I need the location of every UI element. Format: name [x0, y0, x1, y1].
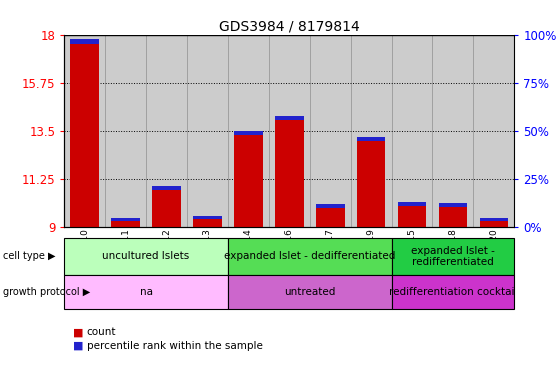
Bar: [228, 275, 391, 309]
Text: growth protocol ▶: growth protocol ▶: [3, 287, 90, 297]
Bar: [234, 131, 263, 227]
Bar: [391, 35, 433, 227]
Bar: [275, 116, 304, 120]
Bar: [397, 202, 427, 227]
Text: untreated: untreated: [284, 287, 335, 297]
Bar: [316, 204, 344, 227]
Bar: [480, 218, 508, 221]
Bar: [480, 218, 508, 227]
Bar: [397, 202, 427, 206]
Bar: [228, 238, 391, 275]
Bar: [391, 238, 514, 275]
Bar: [111, 218, 140, 227]
Bar: [350, 35, 391, 227]
Bar: [473, 35, 514, 227]
Title: GDS3984 / 8179814: GDS3984 / 8179814: [219, 20, 359, 33]
Text: cell type ▶: cell type ▶: [3, 251, 55, 262]
Bar: [310, 35, 350, 227]
Text: count: count: [87, 327, 116, 337]
Text: ■: ■: [73, 341, 83, 351]
Bar: [234, 131, 263, 135]
Text: ■: ■: [73, 327, 83, 337]
Bar: [193, 216, 222, 227]
Bar: [433, 35, 473, 227]
Bar: [357, 137, 385, 227]
Bar: [193, 216, 222, 219]
Text: expanded Islet -
redifferentiated: expanded Islet - redifferentiated: [411, 245, 495, 267]
Bar: [269, 35, 310, 227]
Bar: [70, 39, 99, 227]
Bar: [152, 186, 181, 227]
Bar: [187, 35, 228, 227]
Bar: [64, 35, 105, 227]
Text: uncultured Islets: uncultured Islets: [102, 251, 190, 262]
Bar: [105, 35, 146, 227]
Bar: [357, 137, 385, 141]
Bar: [146, 35, 187, 227]
Bar: [64, 275, 228, 309]
Bar: [391, 275, 514, 309]
Text: percentile rank within the sample: percentile rank within the sample: [87, 341, 263, 351]
Bar: [70, 39, 99, 43]
Bar: [111, 218, 140, 221]
Bar: [64, 238, 228, 275]
Text: expanded Islet - dedifferentiated: expanded Islet - dedifferentiated: [224, 251, 395, 262]
Bar: [439, 203, 467, 207]
Bar: [228, 35, 269, 227]
Bar: [439, 203, 467, 227]
Text: redifferentiation cocktail: redifferentiation cocktail: [389, 287, 517, 297]
Bar: [275, 116, 304, 227]
Bar: [316, 204, 344, 208]
Bar: [152, 186, 181, 190]
Text: na: na: [140, 287, 153, 297]
